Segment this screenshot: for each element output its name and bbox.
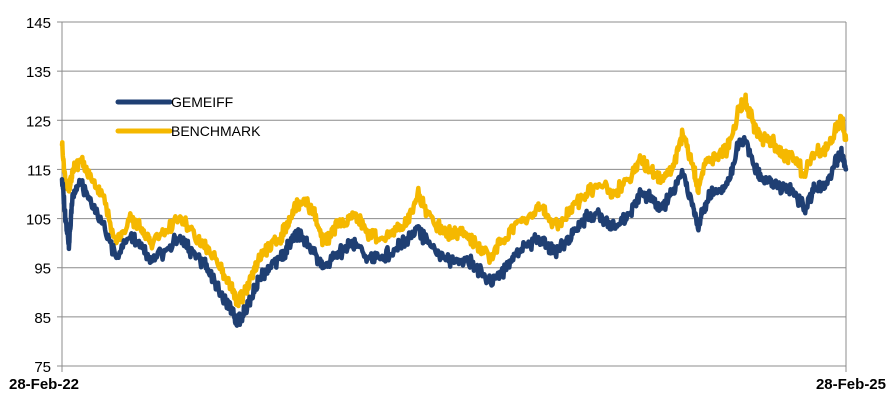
- legend-label-benchmark: BENCHMARK: [171, 123, 261, 139]
- legend: GEMEIFF BENCHMARK: [115, 94, 261, 139]
- y-tick-label-115: 115: [27, 162, 51, 179]
- axes: 75 85 95 105 115 125 135 145 28-Feb-22 28-Feb-25: [9, 15, 886, 393]
- x-tick-label-1: 28-Feb-25: [816, 376, 886, 393]
- y-tick-label-85: 85: [34, 310, 51, 327]
- y-tick-label-135: 135: [26, 64, 51, 81]
- series-lines: [59, 92, 849, 328]
- y-tick-label-125: 125: [26, 113, 51, 130]
- y-tick-label-75: 75: [34, 359, 51, 376]
- series-line-benchmark: [59, 92, 849, 309]
- y-tick-label-95: 95: [34, 261, 51, 278]
- y-tick-label-105: 105: [26, 212, 51, 229]
- series-line-gemeiff: [59, 134, 849, 328]
- y-tick-label-145: 145: [26, 15, 51, 32]
- x-tick-label-0: 28-Feb-22: [9, 376, 79, 393]
- gridlines: [62, 21, 846, 318]
- legend-label-gemeiff: GEMEIFF: [171, 94, 233, 110]
